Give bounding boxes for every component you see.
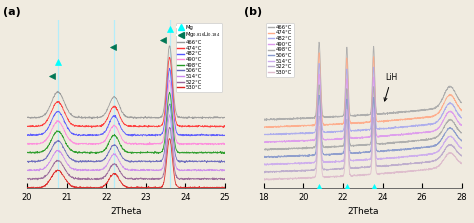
Text: (a): (a): [3, 7, 21, 17]
Legend: Mg, Mg$_{0.816}$Li$_{0.184}$, 466°C, 474°C, 482°C, 490°C, 498°C, 506°C, 514°C, 5: Mg, Mg$_{0.816}$Li$_{0.184}$, 466°C, 474…: [175, 23, 222, 92]
X-axis label: 2Theta: 2Theta: [110, 207, 142, 216]
Text: (b): (b): [244, 7, 262, 17]
X-axis label: 2Theta: 2Theta: [347, 207, 378, 216]
Text: LiH: LiH: [384, 73, 398, 101]
Legend: 466°C, 474°C, 482°C, 490°C, 498°C, 506°C, 514°C, 522°C, 530°C: 466°C, 474°C, 482°C, 490°C, 498°C, 506°C…: [266, 23, 294, 77]
